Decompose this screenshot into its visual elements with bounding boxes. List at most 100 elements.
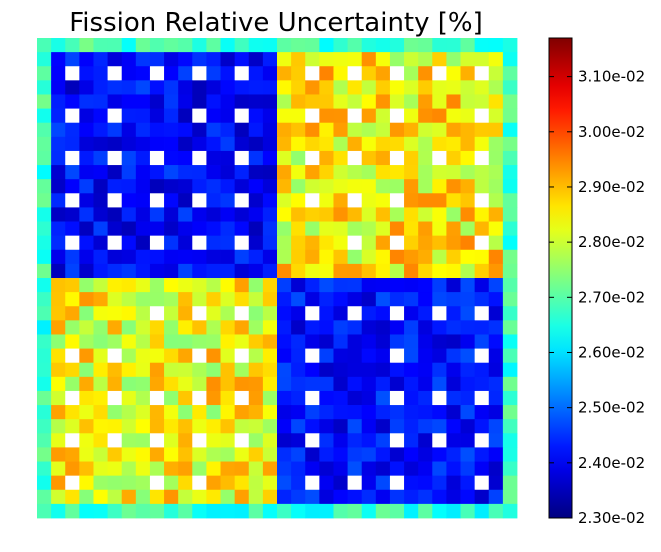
heatmap-cell (305, 419, 320, 434)
heatmap-cell (107, 150, 123, 166)
heatmap-cell (262, 433, 278, 448)
heatmap-cell (93, 461, 108, 477)
heatmap-cell (51, 278, 66, 293)
heatmap-cell (474, 66, 490, 81)
heatmap-cell (192, 207, 207, 222)
heatmap-cell (234, 136, 250, 152)
colorbar (548, 37, 573, 519)
heatmap-cell (178, 150, 193, 166)
heatmap-cell (488, 461, 504, 477)
heatmap-cell (149, 249, 165, 265)
colorbar-tick-label: 3.00e-02 (578, 123, 645, 141)
heatmap-cell (277, 390, 292, 406)
heatmap-cell (432, 38, 447, 53)
heatmap-cell (164, 249, 179, 265)
heatmap-cell (460, 419, 476, 434)
heatmap-cell (65, 503, 80, 519)
heatmap-cell (178, 136, 193, 152)
heatmap-cell (347, 503, 363, 519)
heatmap-cell (460, 503, 476, 519)
heatmap-cell (333, 165, 348, 180)
heatmap-cell (333, 179, 348, 194)
heatmap-cell (65, 52, 80, 67)
heatmap-cell (333, 362, 348, 378)
heatmap-cell (107, 221, 123, 237)
heatmap-cell (347, 52, 363, 67)
heatmap-cell (474, 292, 490, 307)
heatmap-cell (93, 503, 108, 519)
heatmap-cell (361, 80, 377, 95)
heatmap-cell (502, 263, 518, 279)
heatmap-cell (79, 150, 94, 166)
heatmap-cell (149, 320, 165, 335)
heatmap-cell (361, 249, 377, 265)
heatmap-cell (178, 320, 193, 335)
heatmap-cell (404, 320, 419, 335)
heatmap-cell (206, 38, 221, 53)
heatmap-cell (192, 306, 207, 321)
heatmap-cell (206, 376, 221, 392)
heatmap-cell (389, 52, 405, 67)
heatmap-cell (347, 489, 363, 505)
heatmap-cell (488, 80, 504, 95)
heatmap-cell (291, 376, 306, 392)
heatmap-cell (206, 419, 221, 434)
heatmap-cell (37, 320, 52, 335)
heatmap-cell (220, 122, 236, 138)
heatmap-cell (149, 334, 165, 349)
heatmap-cell (248, 52, 264, 67)
heatmap-cell (375, 461, 391, 477)
heatmap-cell (291, 263, 306, 279)
heatmap-cell (79, 263, 94, 279)
heatmap-cell (79, 334, 94, 349)
heatmap-cell (347, 108, 363, 124)
heatmap-cell (361, 503, 377, 519)
heatmap-cell (375, 249, 391, 265)
heatmap-cell (149, 278, 165, 293)
heatmap-cell (206, 334, 221, 349)
heatmap-cell (305, 66, 320, 81)
heatmap-cell (65, 334, 80, 349)
heatmap-cell (93, 475, 108, 491)
heatmap-cell (65, 320, 80, 335)
heatmap-cell (234, 376, 250, 392)
heatmap-cell (446, 334, 461, 349)
heatmap-cell (149, 263, 165, 279)
heatmap-cell (178, 376, 193, 392)
heatmap-cell (502, 503, 518, 519)
heatmap-cell (418, 433, 433, 448)
heatmap-cell (474, 165, 490, 180)
heatmap-cell (291, 320, 306, 335)
heatmap-cell (432, 419, 447, 434)
heatmap-cell (277, 278, 292, 293)
heatmap-cell (79, 249, 94, 265)
heatmap-cell (192, 263, 207, 279)
heatmap-cell (65, 122, 80, 138)
heatmap-cell (446, 320, 461, 335)
heatmap-cell (488, 475, 504, 491)
heatmap-cell (93, 94, 108, 109)
heatmap-cell (248, 38, 264, 53)
heatmap-cell (502, 306, 518, 321)
heatmap-cell (107, 405, 123, 420)
heatmap-cell (375, 362, 391, 378)
heatmap-cell (234, 235, 250, 251)
heatmap-cell (79, 108, 94, 124)
heatmap-cell (319, 150, 334, 166)
heatmap-cell (234, 348, 250, 364)
heatmap-cell (319, 278, 334, 293)
heatmap-cell (375, 306, 391, 321)
heatmap-cell (206, 66, 221, 81)
heatmap-cell (488, 122, 504, 138)
heatmap-cell (262, 66, 278, 81)
heatmap-cell (65, 249, 80, 265)
heatmap-cell (474, 419, 490, 434)
heatmap-cell (319, 193, 334, 208)
heatmap-cell (234, 94, 250, 109)
heatmap-cell (347, 94, 363, 109)
heatmap-cell (375, 52, 391, 67)
heatmap-cell (333, 292, 348, 307)
heatmap-cell (361, 433, 377, 448)
heatmap-cell (389, 292, 405, 307)
heatmap-cell (389, 165, 405, 180)
